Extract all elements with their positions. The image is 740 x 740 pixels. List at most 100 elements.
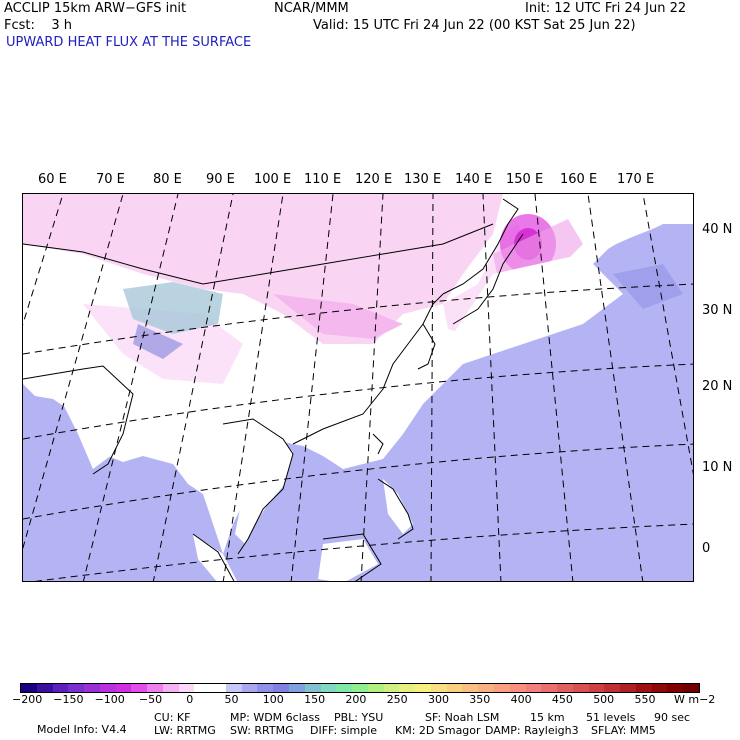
init-time: Init: 12 UTC Fri 24 Jun 22 — [525, 1, 687, 16]
colorbar-swatch — [525, 684, 542, 692]
colorbar-tick-label: −150 — [53, 693, 84, 706]
lon-label-60e: 60 E — [38, 172, 67, 187]
colorbar-swatch — [210, 684, 226, 692]
colorbar-tick-label: −100 — [94, 693, 125, 706]
lon-label-80e: 80 E — [153, 172, 182, 187]
colorbar-tick-label: 500 — [593, 693, 615, 706]
lw-scheme: LW: RRTMG — [154, 724, 216, 737]
sflay-scheme: SFLAY: MM5 — [591, 724, 656, 737]
damp-scheme: DAMP: Rayleigh3 — [485, 724, 579, 737]
colorbar-swatch — [683, 684, 699, 692]
philippines-land — [383, 479, 413, 534]
colorbar-swatch — [320, 684, 337, 692]
colorbar-swatch — [52, 684, 69, 692]
colorbar-swatch — [336, 684, 353, 692]
colorbar-swatch — [36, 684, 53, 692]
sumatra-land — [193, 534, 237, 581]
colorbar-swatch — [415, 684, 431, 692]
colorbar-swatch — [541, 684, 558, 692]
lat-label-0: 0 — [702, 541, 711, 556]
lat-label-30n: 30 N — [702, 303, 733, 318]
levels: 51 levels — [586, 711, 636, 724]
colorbar-swatch — [99, 684, 116, 692]
colorbar-tick-label: 250 — [386, 693, 408, 706]
colorbar-swatch — [257, 684, 274, 692]
lon-label-120e: 120 E — [355, 172, 393, 187]
lon-label-160e: 160 E — [560, 172, 598, 187]
model-version: Model Info: V4.4 — [37, 723, 127, 736]
india-land — [53, 364, 133, 469]
colorbar-swatch — [194, 684, 211, 692]
colorbar-swatch — [225, 684, 242, 692]
colorbar-swatch — [462, 684, 479, 692]
colorbar-tick-label: 300 — [428, 693, 449, 706]
colorbar-swatch — [446, 684, 463, 692]
colorbar-swatch — [557, 684, 573, 692]
colorbar-swatch — [651, 684, 668, 692]
cu-scheme: CU: KF — [154, 711, 191, 724]
colorbar-swatch — [493, 684, 510, 692]
borneo-land — [318, 539, 378, 581]
lat-label-20n: 20 N — [702, 379, 733, 394]
colorbar-swatch — [667, 684, 684, 692]
model-info-line1: Model Info: V4.4 — [30, 712, 127, 736]
colorbar-swatch — [478, 684, 494, 692]
colorbar-tick-label: 450 — [551, 693, 573, 706]
colorbar-tick-label: 200 — [345, 693, 367, 706]
valid-time: Valid: 15 UTC Fri 24 Jun 22 (00 KST Sat … — [313, 18, 636, 33]
colorbar-swatch — [131, 684, 148, 692]
colorbar-swatch — [367, 684, 384, 692]
lon-label-130e: 130 E — [404, 172, 442, 187]
colorbar-tick-label: 350 — [469, 693, 491, 706]
colorbar-swatch — [383, 684, 400, 692]
colorbar — [20, 683, 700, 693]
colorbar-swatch — [572, 684, 589, 692]
colorbar-swatch — [84, 684, 100, 692]
colorbar-swatch — [588, 684, 605, 692]
lon-label-110e: 110 E — [304, 172, 342, 187]
tibet-plateau — [123, 282, 223, 334]
colorbar-swatch — [604, 684, 621, 692]
mp-scheme: MP: WDM 6class — [230, 711, 320, 724]
pbl-scheme: PBL: YSU — [334, 711, 384, 724]
lon-label-140e: 140 E — [455, 172, 493, 187]
colorbar-swatch — [289, 684, 305, 692]
colorbar-swatch — [304, 684, 321, 692]
lon-label-70e: 70 E — [96, 172, 125, 187]
sw-scheme: SW: RRTMG — [230, 724, 294, 737]
colorbar-tick-label: 400 — [510, 693, 532, 706]
colorbar-swatch — [162, 684, 179, 692]
colorbar-swatch — [21, 684, 37, 692]
colorbar-swatch — [68, 684, 85, 692]
lon-label-90e: 90 E — [206, 172, 235, 187]
colorbar-swatch — [430, 684, 447, 692]
indochina-land — [223, 419, 293, 544]
colorbar-swatch — [620, 684, 636, 692]
colorbar-tick-label: −50 — [138, 693, 163, 706]
field-title: UPWARD HEAT FLUX AT THE SURFACE — [6, 35, 252, 50]
colorbar-swatch — [241, 684, 258, 692]
forecast-hour: Fcst: 3 h — [4, 18, 73, 33]
diff-scheme: DIFF: simple — [310, 724, 378, 737]
resolution: 15 km — [530, 711, 565, 724]
lon-label-100e: 100 E — [254, 172, 292, 187]
colorbar-swatch — [352, 684, 368, 692]
sf-scheme: SF: Noah LSM — [425, 711, 500, 724]
colorbar-swatch — [509, 684, 526, 692]
lon-label-170e: 170 E — [617, 172, 655, 187]
lon-label-150e: 150 E — [506, 172, 544, 187]
colorbar-swatch — [399, 684, 416, 692]
organization-label: NCAR/MMM — [274, 1, 349, 16]
colorbar-tick-label: 100 — [262, 693, 284, 706]
heat-flux-map — [22, 193, 694, 582]
colorbar-swatch — [147, 684, 163, 692]
colorbar-units: W m−2 — [674, 693, 716, 706]
colorbar-tick-label: 50 — [224, 693, 239, 706]
colorbar-swatch — [273, 684, 290, 692]
colorbar-tick-label: 550 — [634, 693, 656, 706]
model-name: ACCLIP 15km ARW−GFS init — [4, 1, 187, 16]
colorbar-swatch — [635, 684, 652, 692]
colorbar-tick-label: 150 — [304, 693, 326, 706]
colorbar-swatch — [178, 684, 195, 692]
lat-label-10n: 10 N — [702, 460, 733, 475]
